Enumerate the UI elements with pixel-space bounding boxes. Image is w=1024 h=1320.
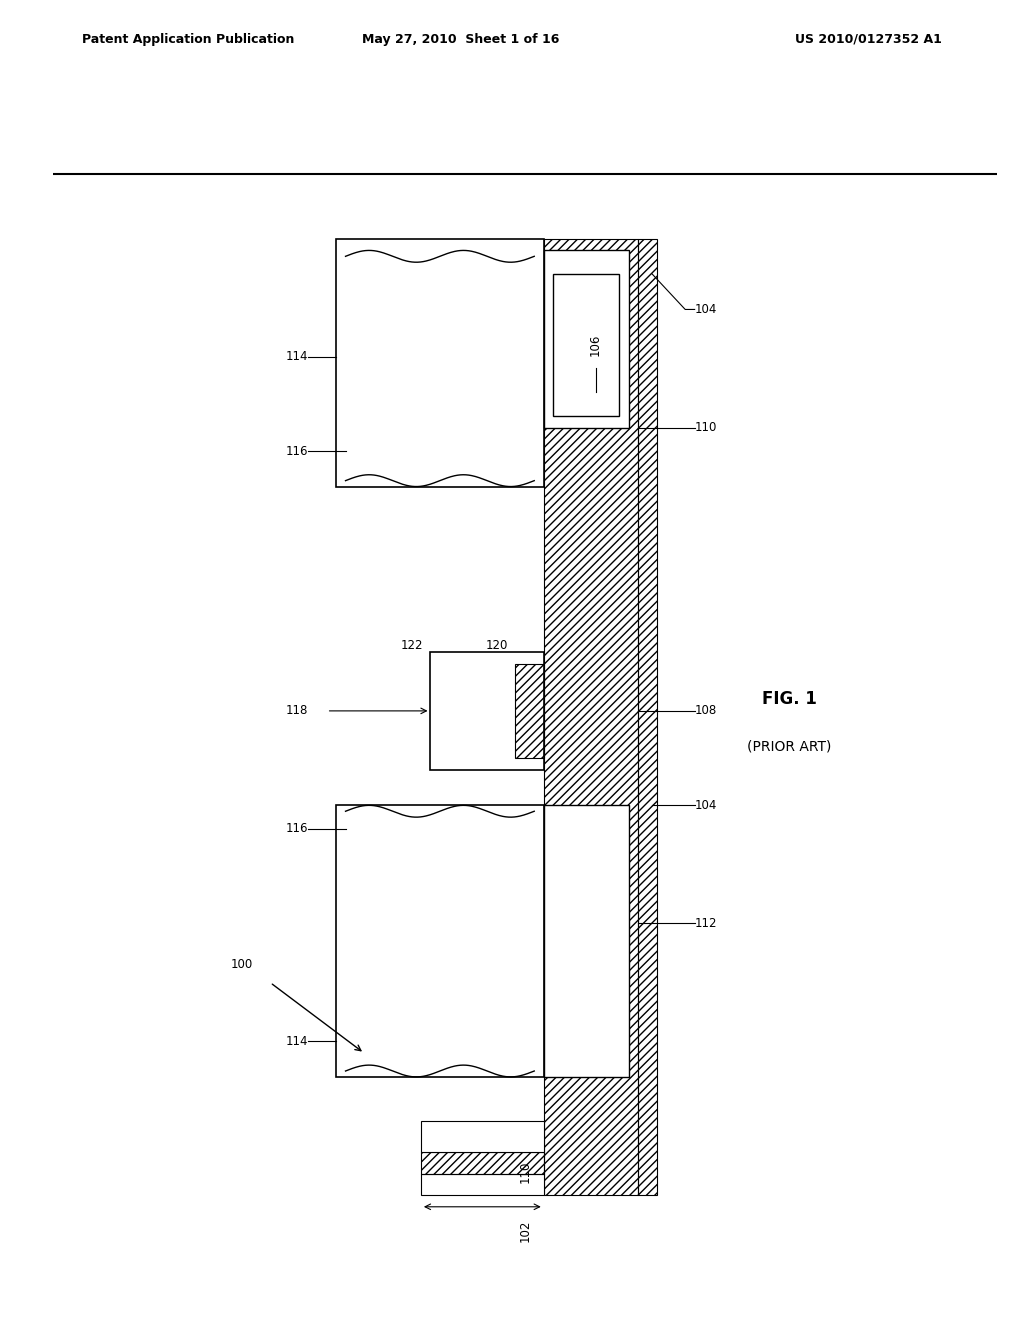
Text: Patent Application Publication: Patent Application Publication xyxy=(82,33,294,46)
Text: 106: 106 xyxy=(589,334,602,356)
Bar xyxy=(553,275,620,416)
Bar xyxy=(421,1152,544,1173)
Text: FIG. 1: FIG. 1 xyxy=(762,690,816,708)
Text: 110: 110 xyxy=(694,421,717,434)
Text: 108: 108 xyxy=(694,705,717,717)
Bar xyxy=(544,251,629,428)
Text: 116: 116 xyxy=(286,822,308,836)
Bar xyxy=(336,805,544,1077)
Bar xyxy=(430,652,544,770)
Bar xyxy=(336,239,544,487)
Bar xyxy=(544,239,638,1195)
Text: 102: 102 xyxy=(518,1220,531,1242)
Text: (PRIOR ART): (PRIOR ART) xyxy=(746,739,831,754)
Text: 100: 100 xyxy=(230,957,253,970)
Text: 122: 122 xyxy=(400,639,423,652)
Bar xyxy=(638,239,657,1195)
Text: 118: 118 xyxy=(286,705,308,717)
Bar xyxy=(515,664,544,758)
Text: 120: 120 xyxy=(485,639,508,652)
Text: 114: 114 xyxy=(286,350,308,363)
Text: US 2010/0127352 A1: US 2010/0127352 A1 xyxy=(796,33,942,46)
Bar xyxy=(515,664,544,758)
Text: May 27, 2010  Sheet 1 of 16: May 27, 2010 Sheet 1 of 16 xyxy=(362,33,559,46)
Bar xyxy=(421,1173,544,1195)
Bar xyxy=(638,239,657,1195)
Bar xyxy=(544,805,629,1077)
Text: 104: 104 xyxy=(694,304,717,315)
Bar xyxy=(421,1152,544,1173)
Text: 104: 104 xyxy=(694,799,717,812)
Bar xyxy=(421,1121,544,1152)
Text: 116: 116 xyxy=(286,445,308,458)
Bar xyxy=(544,239,638,1195)
Text: 110: 110 xyxy=(518,1160,531,1183)
Text: 114: 114 xyxy=(286,1035,308,1048)
Text: 112: 112 xyxy=(694,917,717,929)
